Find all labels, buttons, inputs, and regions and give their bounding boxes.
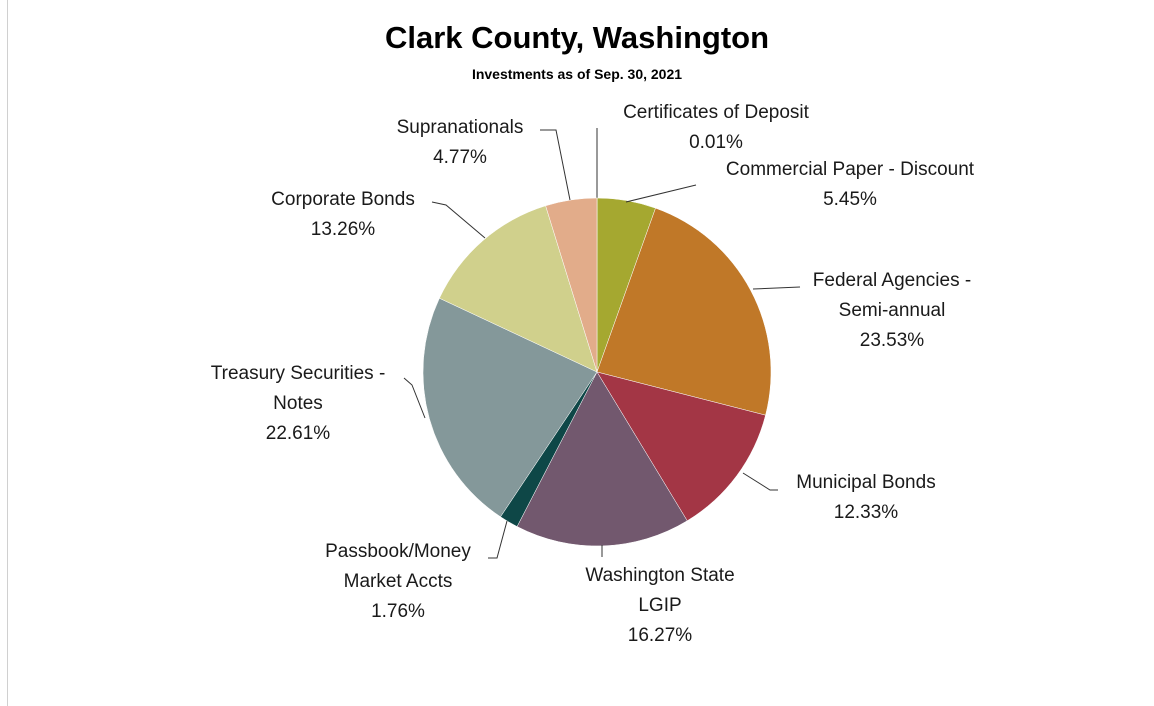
category-label: Corporate Bonds <box>271 189 415 210</box>
slice-label: Passbook/Money Market Accts 1.76% <box>316 537 481 627</box>
slice-label: Washington State LGIP 16.27% <box>575 561 745 651</box>
category-label: Commercial Paper - Discount <box>725 159 975 180</box>
value-label: 13.26% <box>310 219 376 240</box>
category-label: Certificates of Deposit <box>623 102 809 123</box>
chart-subtitle: Investments as of Sep. 30, 2021 <box>471 66 683 82</box>
leader-line <box>625 184 697 203</box>
value-label: 22.61% <box>265 423 331 444</box>
slice-label: Supranationals 4.77% <box>375 113 545 173</box>
slice-label: Municipal Bonds 12.33% <box>766 468 966 528</box>
category-label: Treasury Securities - Notes <box>210 363 386 414</box>
leader-line <box>752 286 801 290</box>
value-label: 16.27% <box>627 625 693 646</box>
category-label: Passbook/Money Market Accts <box>325 541 471 592</box>
pie-slice <box>545 197 598 373</box>
category-label: Supranationals <box>396 117 524 138</box>
value-label: 1.76% <box>371 601 425 622</box>
pie-slice <box>596 207 772 416</box>
category-label: Federal Agencies - Semi-annual <box>812 270 972 321</box>
leader-line <box>431 201 486 239</box>
slice-label: Corporate Bonds 13.26% <box>243 185 443 245</box>
value-label: 4.77% <box>433 147 487 168</box>
leader-line <box>403 377 426 419</box>
pie-slice <box>516 371 688 547</box>
leader-line <box>742 472 778 491</box>
leader-line <box>540 129 571 201</box>
value-label: 0.01% <box>689 132 743 153</box>
value-label: 12.33% <box>833 502 899 523</box>
value-label: 23.53% <box>859 330 925 351</box>
value-label: 5.45% <box>823 189 877 210</box>
category-label: Washington State LGIP <box>585 565 735 616</box>
pie-slice <box>439 205 598 373</box>
slice-label: Treasury Securities - Notes 22.61% <box>186 359 411 449</box>
category-label: Municipal Bonds <box>796 472 936 493</box>
pie-slice <box>596 371 766 522</box>
slice-label: Federal Agencies - Semi-annual 23.53% <box>802 266 982 356</box>
pie-slice <box>422 297 598 518</box>
slice-label: Commercial Paper - Discount 5.45% <box>690 155 1010 215</box>
slice-label: Certificates of Deposit 0.01% <box>586 98 846 158</box>
leader-line <box>488 520 508 559</box>
chart-title: Clark County, Washington <box>384 20 770 55</box>
